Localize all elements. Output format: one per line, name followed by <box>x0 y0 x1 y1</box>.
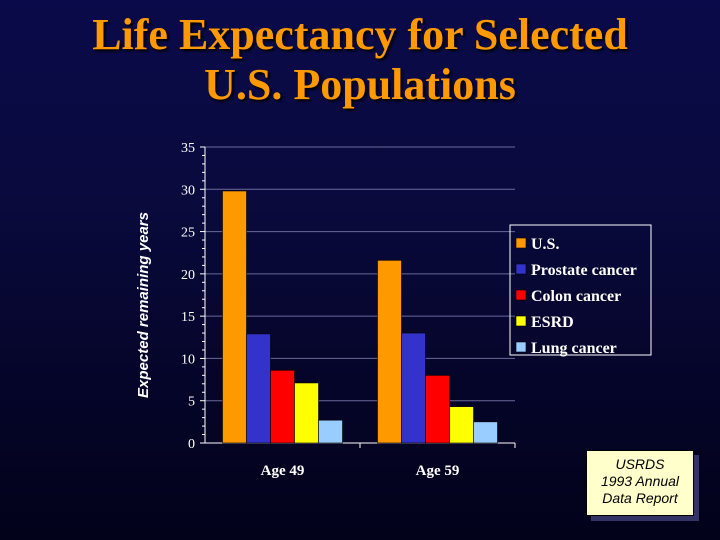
legend-swatch <box>515 289 527 301</box>
y-tick-label: 25 <box>181 226 195 241</box>
bar-esrd-2 <box>449 406 474 444</box>
bar-prostate-cancer-2 <box>401 332 426 444</box>
bar-prostate-cancer-1 <box>246 333 271 444</box>
legend-entry: Lung cancer <box>531 340 617 357</box>
legend-entry: U.S. <box>531 236 559 253</box>
y-axis-label: Expected remaining years <box>135 212 152 398</box>
title-line-2: U.S. Populations <box>204 60 516 109</box>
y-tick-label: 35 <box>181 141 195 156</box>
source-line-1: USRDS <box>615 456 665 472</box>
bar-colon-cancer-1 <box>270 369 295 444</box>
y-tick-label: 10 <box>181 352 195 367</box>
y-tick-label: 15 <box>181 310 195 325</box>
legend-swatch <box>515 341 527 353</box>
legend-box <box>509 224 652 356</box>
legend-swatch <box>515 263 527 275</box>
y-tick-label: 30 <box>181 183 195 198</box>
bar-lung-cancer-1 <box>318 419 343 444</box>
page-title: Life Expectancy for Selected U.S. Popula… <box>0 10 720 110</box>
legend-swatch <box>515 315 527 327</box>
source-note: USRDS 1993 Annual Data Report <box>586 450 694 516</box>
x-category-label: Age 49 <box>261 463 305 479</box>
x-category-label: Age 59 <box>416 463 460 479</box>
bar-u-s-2 <box>377 260 402 444</box>
bar-colon-cancer-2 <box>425 375 450 444</box>
y-tick-label: 20 <box>181 268 195 283</box>
source-line-3: Data Report <box>602 490 678 506</box>
legend-swatch <box>515 237 527 249</box>
y-tick-label: 0 <box>188 437 195 452</box>
title-line-1: Life Expectancy for Selected <box>92 10 628 59</box>
legend-entry: Colon cancer <box>531 288 621 305</box>
bar-u-s-1 <box>222 190 247 444</box>
legend-entry: Prostate cancer <box>531 262 637 279</box>
legend-entry: ESRD <box>531 314 574 331</box>
source-line-2: 1993 Annual <box>600 473 680 489</box>
bar-lung-cancer-2 <box>473 421 498 444</box>
bar-esrd-1 <box>294 382 319 444</box>
y-tick-label: 5 <box>188 395 195 410</box>
